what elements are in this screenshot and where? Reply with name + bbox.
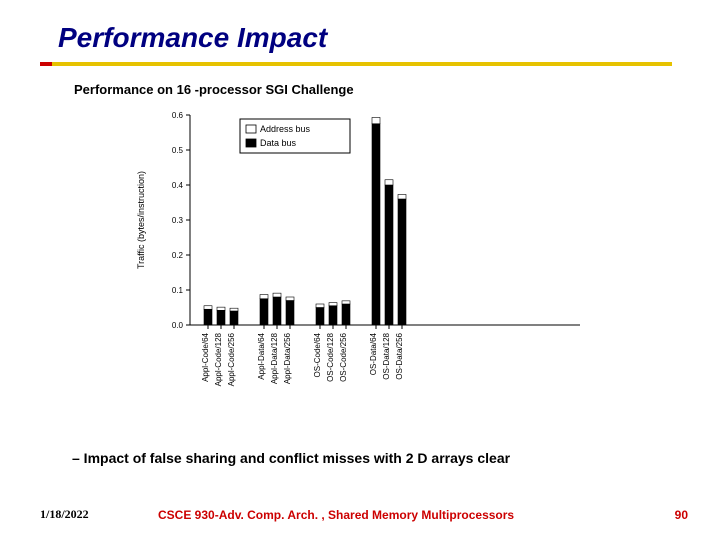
svg-text:0.3: 0.3 bbox=[172, 216, 184, 225]
svg-text:Data bus: Data bus bbox=[260, 138, 297, 148]
svg-text:Appl-Data/256: Appl-Data/256 bbox=[283, 332, 292, 384]
footer-page: 90 bbox=[675, 508, 688, 522]
svg-text:Appl-Data/64: Appl-Data/64 bbox=[257, 332, 266, 379]
svg-text:0.5: 0.5 bbox=[172, 146, 184, 155]
footer-course: CSCE 930-Adv. Comp. Arch. , Shared Memor… bbox=[158, 508, 514, 522]
chart-caption: Performance on 16 -processor SGI Challen… bbox=[74, 82, 354, 97]
svg-text:0.0: 0.0 bbox=[172, 321, 184, 330]
page-title: Performance Impact bbox=[58, 22, 327, 54]
svg-text:Appl-Code/256: Appl-Code/256 bbox=[227, 332, 236, 386]
svg-text:Appl-Code/64: Appl-Code/64 bbox=[201, 332, 210, 381]
svg-text:OS-Code/256: OS-Code/256 bbox=[339, 332, 348, 381]
svg-text:Appl-Code/128: Appl-Code/128 bbox=[214, 332, 223, 386]
svg-text:OS-Code/128: OS-Code/128 bbox=[326, 332, 335, 381]
footer-date: 1/18/2022 bbox=[40, 507, 89, 522]
svg-text:Appl-Data/128: Appl-Data/128 bbox=[270, 332, 279, 384]
bullet-finding: – Impact of false sharing and conflict m… bbox=[72, 450, 510, 466]
svg-text:0.4: 0.4 bbox=[172, 181, 184, 190]
svg-text:OS-Data/64: OS-Data/64 bbox=[369, 332, 378, 375]
svg-text:OS-Data/256: OS-Data/256 bbox=[395, 332, 404, 379]
svg-text:Traffic (bytes/instruction): Traffic (bytes/instruction) bbox=[136, 171, 146, 269]
svg-text:0.6: 0.6 bbox=[172, 111, 184, 120]
rule-red bbox=[40, 62, 52, 66]
svg-text:Address bus: Address bus bbox=[260, 124, 311, 134]
svg-text:OS-Code/64: OS-Code/64 bbox=[313, 332, 322, 377]
rule-yellow bbox=[52, 62, 672, 66]
traffic-bar-chart: 0.0 0.1 0.2 0.3 0.4 0.5 0.6 Traffic (bytes/inst… bbox=[130, 105, 590, 415]
svg-text:0.1: 0.1 bbox=[172, 286, 184, 295]
svg-text:0.2: 0.2 bbox=[172, 251, 184, 260]
svg-text:OS-Data/128: OS-Data/128 bbox=[382, 332, 391, 379]
